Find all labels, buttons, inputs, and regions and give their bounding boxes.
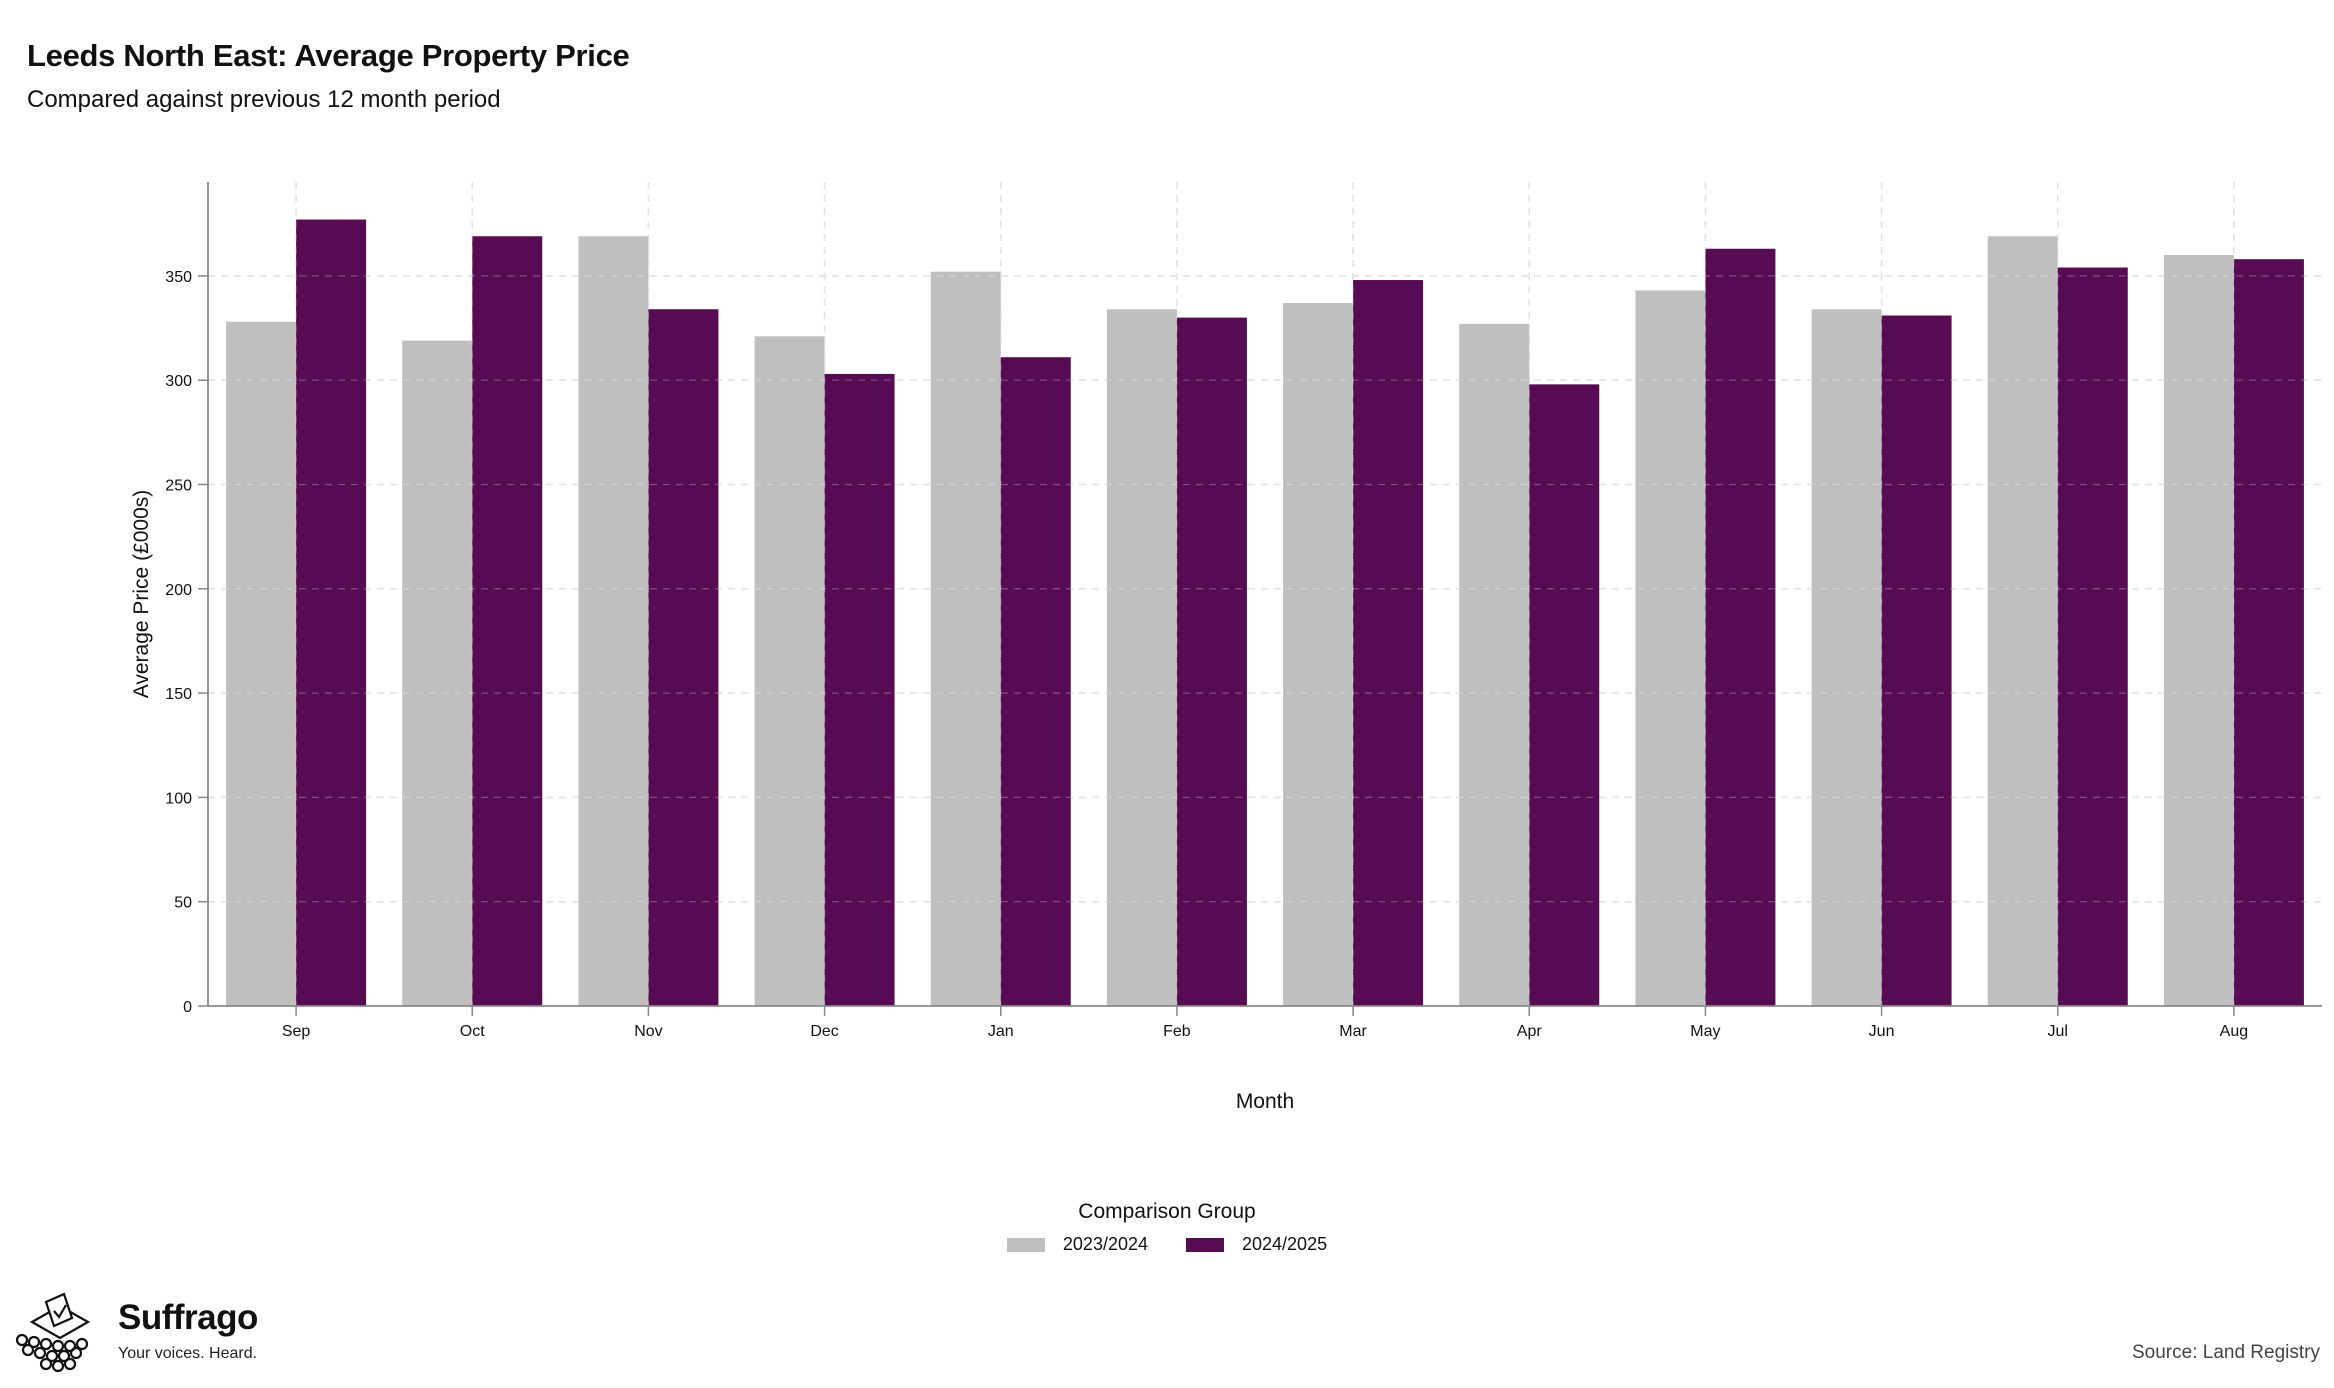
y-tick-label: 150 <box>165 686 192 703</box>
x-tick-label-sep: Sep <box>282 1023 311 1040</box>
bar-2023-2024-aug <box>2163 255 2234 1006</box>
legend-swatch-2023-2024 <box>1006 1237 1045 1252</box>
bar-2024-2025-feb <box>1176 317 1247 1006</box>
bar-2023-2024-jun <box>1811 309 1882 1007</box>
bar-2024-2025-dec <box>824 373 895 1007</box>
bar-2024-2025-jan <box>1000 357 1071 1007</box>
x-tick-label-jul: Jul <box>2048 1023 2068 1040</box>
y-tick-label: 0 <box>183 999 192 1016</box>
bar-2024-2025-may <box>1705 248 1776 1007</box>
bar-2023-2024-apr <box>1459 323 1530 1006</box>
bar-2024-2025-sep <box>296 219 367 1006</box>
x-tick-label-jan: Jan <box>988 1023 1014 1040</box>
legend-label-2024-2025: 2024/2025 <box>1242 1234 1328 1254</box>
y-tick-label: 350 <box>165 269 192 286</box>
tick-labels: 0 50 100 150 200 250 300 350 Sep Oct Nov Dec Jan Feb M… <box>165 269 2248 1040</box>
x-tick-label-apr: Apr <box>1517 1023 1543 1040</box>
bar-2023-2024-sep <box>226 321 297 1006</box>
bar-2024-2025-jun <box>1881 315 1952 1006</box>
legend-item-2023-2024: 2023/2024 <box>1006 1234 1148 1255</box>
bar-2023-2024-mar <box>1283 302 1354 1006</box>
ballot-box-icon <box>15 1292 91 1373</box>
legend-swatch-2024-2025 <box>1186 1237 1224 1252</box>
x-tick-label-nov: Nov <box>634 1023 662 1040</box>
brand-tagline: Your voices. Heard. <box>118 1345 258 1362</box>
legend: Comparison Group 2023/2024 2024/2025 <box>0 1200 2334 1255</box>
bar-2024-2025-apr <box>1529 384 1600 1006</box>
x-axis-title: Month <box>1236 1090 1294 1113</box>
grid-layer <box>208 182 2322 1006</box>
legend-label-2023-2024: 2023/2024 <box>1062 1234 1148 1254</box>
suffrago-logo: Suffrago Your voices. Heard. <box>14 1292 258 1376</box>
chart-subtitle: Compared against previous 12 month perio… <box>27 86 501 113</box>
bar-2024-2025-aug <box>2233 259 2304 1006</box>
y-tick-label: 300 <box>165 373 192 390</box>
y-tick-label: 250 <box>165 477 192 494</box>
brand-name: Suffrago <box>118 1298 258 1337</box>
bar-2024-2025-mar <box>1353 280 1424 1007</box>
bar-2023-2024-nov <box>578 236 649 1006</box>
bar-chart: 0 50 100 150 200 250 300 350 Sep Oct Nov Dec Jan Feb M… <box>130 182 2322 1113</box>
x-tick-label-dec: Dec <box>810 1023 838 1040</box>
bar-2023-2024-may <box>1635 290 1706 1006</box>
bar-2023-2024-oct <box>402 340 473 1007</box>
chart-title: Leeds North East: Average Property Price <box>27 38 630 73</box>
bar-2024-2025-jul <box>2057 267 2128 1006</box>
bar-2023-2024-jan <box>930 271 1001 1006</box>
bar-2023-2024-feb <box>1106 309 1177 1007</box>
legend-items: 2023/2024 2024/2025 <box>0 1234 2334 1255</box>
x-tick-label-mar: Mar <box>1339 1023 1367 1040</box>
legend-title: Comparison Group <box>1078 1200 1256 1223</box>
x-tick-label-oct: Oct <box>460 1023 485 1040</box>
x-tick-label-jun: Jun <box>1869 1023 1895 1040</box>
bar-2023-2024-dec <box>754 336 825 1006</box>
bar-2023-2024-jul <box>1987 236 2058 1006</box>
x-tick-label-may: May <box>1690 1023 1720 1040</box>
bar-2024-2025-oct <box>472 236 543 1006</box>
bar-2024-2025-nov <box>648 309 719 1007</box>
source-note: Source: Land Registry <box>2132 1342 2320 1363</box>
legend-item-2024-2025: 2024/2025 <box>1186 1234 1327 1255</box>
x-tick-label-aug: Aug <box>2220 1023 2248 1040</box>
y-tick-label: 50 <box>174 895 192 912</box>
bars-layer <box>208 182 2322 1007</box>
y-axis-title: Average Price (£000s) <box>130 490 153 699</box>
x-tick-label-feb: Feb <box>1163 1023 1191 1040</box>
y-tick-label: 100 <box>165 790 192 807</box>
axes-layer <box>198 182 2322 1016</box>
y-tick-label: 200 <box>165 582 192 599</box>
